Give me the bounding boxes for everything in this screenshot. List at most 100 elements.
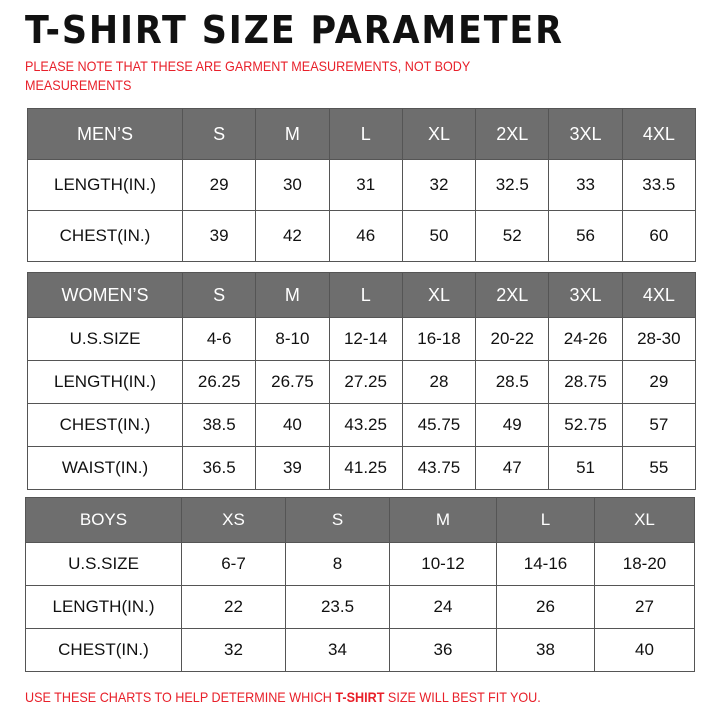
- value-cell: 33.5: [621, 159, 697, 211]
- row-label-cell: U.S.SIZE: [27, 317, 183, 361]
- value-cell: 8: [285, 542, 390, 586]
- header-row: MEN’S S M L XL 2XL 3XL 4XL: [27, 108, 697, 160]
- value-cell: 4-6: [181, 317, 257, 361]
- table-row: LENGTH(IN.) 26.25 26.75 27.25 28 28.5 28.75 29: [27, 360, 697, 404]
- value-cell: 52.75: [548, 403, 623, 447]
- value-cell: 22: [181, 585, 286, 629]
- value-cell: 33: [548, 159, 623, 211]
- boys-size-table: BOYS XS S M L XL U.S.SIZE 6-7 8 10-12 14-16 18-20 LE…: [25, 497, 695, 672]
- value-cell: 14-16: [496, 542, 595, 586]
- size-header-cell: 3XL: [548, 272, 623, 318]
- value-cell: 12-14: [328, 317, 403, 361]
- table-row: LENGTH(IN.) 22 23.5 24 26 27: [25, 585, 695, 629]
- value-cell: 32: [401, 159, 477, 211]
- value-cell: 45.75: [401, 403, 477, 447]
- value-cell: 10-12: [389, 542, 497, 586]
- value-cell: 57: [621, 403, 697, 447]
- size-header-cell: L: [328, 108, 403, 160]
- size-header-cell: XL: [401, 108, 477, 160]
- value-cell: 24: [389, 585, 497, 629]
- row-label-cell: CHEST(IN.): [25, 628, 182, 672]
- size-header-cell: 2XL: [475, 108, 550, 160]
- value-cell: 50: [401, 210, 477, 262]
- value-cell: 32: [181, 628, 286, 672]
- size-header-cell: 3XL: [548, 108, 623, 160]
- size-header-cell: XL: [401, 272, 477, 318]
- size-header-cell: XL: [594, 497, 695, 543]
- size-header-cell: 4XL: [621, 272, 697, 318]
- value-cell: 20-22: [475, 317, 550, 361]
- value-cell: 39: [255, 446, 330, 490]
- value-cell: 6-7: [181, 542, 286, 586]
- row-label-cell: LENGTH(IN.): [27, 360, 183, 404]
- size-header-cell: L: [496, 497, 595, 543]
- size-header-cell: S: [181, 272, 257, 318]
- value-cell: 32.5: [475, 159, 550, 211]
- size-header-cell: M: [255, 272, 330, 318]
- value-cell: 28-30: [621, 317, 697, 361]
- value-cell: 31: [328, 159, 403, 211]
- table-title-cell: BOYS: [25, 497, 182, 543]
- table-row: WAIST(IN.) 36.5 39 41.25 43.75 47 51 55: [27, 446, 697, 490]
- value-cell: 8-10: [255, 317, 330, 361]
- value-cell: 16-18: [401, 317, 477, 361]
- value-cell: 38: [496, 628, 595, 672]
- value-cell: 51: [548, 446, 623, 490]
- value-cell: 49: [475, 403, 550, 447]
- size-header-cell: 4XL: [621, 108, 697, 160]
- footer-text-bold: T-SHIRT: [335, 689, 385, 705]
- table-row: CHEST(IN.) 38.5 40 43.25 45.75 49 52.75 57: [27, 403, 697, 447]
- row-label-cell: CHEST(IN.): [27, 210, 183, 262]
- size-header-cell: M: [255, 108, 330, 160]
- value-cell: 60: [621, 210, 697, 262]
- value-cell: 40: [255, 403, 330, 447]
- value-cell: 30: [255, 159, 330, 211]
- size-header-cell: M: [389, 497, 497, 543]
- value-cell: 52: [475, 210, 550, 262]
- header-row: BOYS XS S M L XL: [25, 497, 695, 543]
- footer-text-before: USE THESE CHARTS TO HELP DETERMINE WHICH: [25, 689, 336, 705]
- value-cell: 43.75: [401, 446, 477, 490]
- table-row: U.S.SIZE 4-6 8-10 12-14 16-18 20-22 24-26 28-30: [27, 317, 697, 361]
- value-cell: 39: [181, 210, 257, 262]
- value-cell: 36.5: [181, 446, 257, 490]
- value-cell: 18-20: [594, 542, 695, 586]
- value-cell: 27.25: [328, 360, 403, 404]
- value-cell: 55: [621, 446, 697, 490]
- page-title: T-SHIRT SIZE PARAMETER: [25, 8, 564, 52]
- table-row: CHEST(IN.) 32 34 36 38 40: [25, 628, 695, 672]
- value-cell: 28.75: [548, 360, 623, 404]
- mens-size-table: MEN’S S M L XL 2XL 3XL 4XL LENGTH(IN.) 29 30 31 32 32…: [27, 108, 697, 262]
- garment-note: PLEASE NOTE THAT THESE ARE GARMENT MEASU…: [25, 58, 471, 93]
- value-cell: 47: [475, 446, 550, 490]
- table-title-cell: MEN’S: [27, 108, 183, 160]
- value-cell: 38.5: [181, 403, 257, 447]
- value-cell: 26.75: [255, 360, 330, 404]
- value-cell: 27: [594, 585, 695, 629]
- value-cell: 56: [548, 210, 623, 262]
- table-title-cell: WOMEN’S: [27, 272, 183, 318]
- womens-size-table: WOMEN’S S M L XL 2XL 3XL 4XL U.S.SIZE 4-6 8-10 12-1…: [27, 272, 697, 490]
- value-cell: 29: [621, 360, 697, 404]
- row-label-cell: LENGTH(IN.): [27, 159, 183, 211]
- value-cell: 36: [389, 628, 497, 672]
- size-header-cell: S: [181, 108, 257, 160]
- value-cell: 26.25: [181, 360, 257, 404]
- value-cell: 46: [328, 210, 403, 262]
- footer-note: USE THESE CHARTS TO HELP DETERMINE WHICH…: [25, 689, 541, 705]
- row-label-cell: U.S.SIZE: [25, 542, 182, 586]
- value-cell: 34: [285, 628, 390, 672]
- row-label-cell: CHEST(IN.): [27, 403, 183, 447]
- row-label-cell: LENGTH(IN.): [25, 585, 182, 629]
- value-cell: 42: [255, 210, 330, 262]
- size-header-cell: 2XL: [475, 272, 550, 318]
- value-cell: 23.5: [285, 585, 390, 629]
- value-cell: 28.5: [475, 360, 550, 404]
- value-cell: 43.25: [328, 403, 403, 447]
- size-header-cell: L: [328, 272, 403, 318]
- row-label-cell: WAIST(IN.): [27, 446, 183, 490]
- table-row: CHEST(IN.) 39 42 46 50 52 56 60: [27, 210, 697, 262]
- header-row: WOMEN’S S M L XL 2XL 3XL 4XL: [27, 272, 697, 318]
- table-row: U.S.SIZE 6-7 8 10-12 14-16 18-20: [25, 542, 695, 586]
- value-cell: 28: [401, 360, 477, 404]
